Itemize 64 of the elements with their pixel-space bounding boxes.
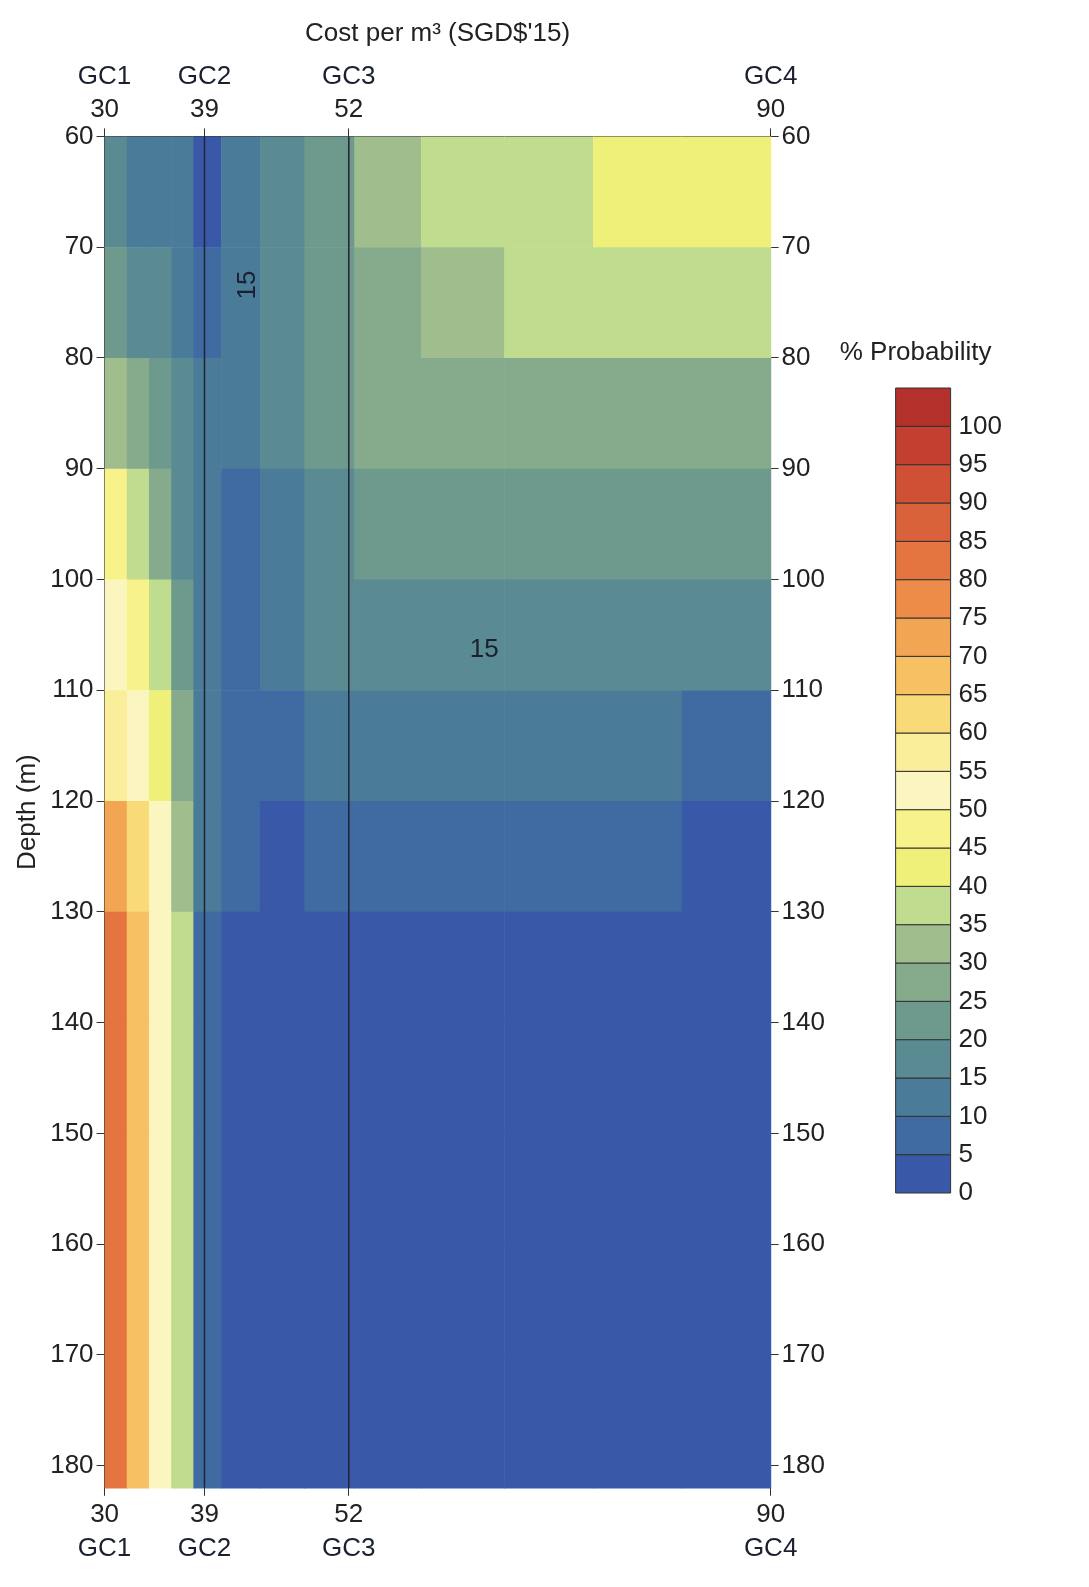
y2-tick-label: 140 [781, 1005, 826, 1036]
x-tick-label: 30 [90, 1497, 120, 1528]
color-bar-label: 50 [958, 792, 988, 823]
y2-tick-label: 170 [781, 1338, 826, 1369]
text: GC2 [177, 59, 232, 90]
text: GC4 [743, 59, 798, 90]
color-bar-label: 45 [958, 831, 988, 862]
text: GC4 [743, 1532, 798, 1563]
y-tick-label: 110 [52, 673, 94, 704]
color-bar-label: 70 [958, 639, 988, 670]
color-bar-label: 90 [958, 486, 988, 517]
y2-tick-label: 70 [781, 230, 811, 261]
color-bar-label: 60 [958, 716, 988, 747]
y-axis-title: Depth (m) [10, 754, 41, 870]
y2-tick-label: 80 [781, 341, 811, 372]
y2-tick-label: 110 [781, 673, 824, 704]
color-bar-label: 25 [958, 984, 988, 1015]
color-bar-label: 100 [958, 409, 1003, 440]
color-bar-label: 35 [958, 907, 988, 938]
color-bar-label: 5 [958, 1137, 974, 1168]
color-bar-label: 55 [958, 754, 988, 785]
x-tick-label: 52 [334, 1497, 364, 1528]
x-tick-label: 39 [190, 1497, 219, 1528]
y-tick-label: 170 [50, 1338, 94, 1369]
color-bar-label: 80 [958, 562, 988, 593]
color-bar-title: % Probability [839, 336, 992, 367]
color-bar-label: 10 [958, 1099, 988, 1130]
annotation: 15 [230, 270, 261, 300]
y2-tick-label: 130 [781, 894, 826, 925]
y-tick-label: 140 [50, 1005, 94, 1036]
y-tick-label: 100 [50, 562, 94, 593]
text: GC2 [177, 1532, 232, 1563]
y2-tick-label: 120 [781, 784, 826, 815]
x2-tick-label: 39 [190, 92, 219, 123]
y2-tick-label: 150 [781, 1116, 826, 1147]
y-tick-label: 180 [50, 1448, 94, 1479]
y2-tick-label: 90 [781, 451, 811, 482]
color-bar-label: 0 [958, 1176, 974, 1207]
color-bar-label: 75 [958, 601, 988, 632]
y2-tick-label: 180 [781, 1448, 826, 1479]
color-bar-label: 95 [958, 447, 988, 478]
y-tick-label: 130 [50, 894, 94, 925]
y2-tick-label: 160 [781, 1227, 826, 1258]
color-bar-label: 15 [958, 1061, 988, 1092]
color-bar-label: 30 [958, 946, 988, 977]
text: GC1 [77, 1532, 132, 1563]
text: GC3 [322, 1532, 376, 1563]
x2-tick-label: 52 [334, 92, 364, 123]
y-tick-label: 80 [64, 341, 94, 372]
text: GC1 [77, 59, 132, 90]
text: GC3 [322, 59, 376, 90]
y2-tick-label: 100 [781, 562, 826, 593]
x2-axis-title: Cost per m³ (SGD$'15) [305, 16, 571, 47]
color-bar-label: 40 [958, 869, 988, 900]
color-bar-label: 85 [958, 524, 988, 555]
y-tick-label: 90 [64, 451, 94, 482]
color-bar-label: 65 [958, 677, 988, 708]
y-tick-label: 150 [50, 1116, 94, 1147]
y-tick-label: 120 [50, 784, 94, 815]
x-tick-label: 90 [756, 1497, 786, 1528]
annotation: 15 [469, 633, 499, 664]
color-bar-label: 20 [958, 1022, 988, 1053]
y-tick-label: 160 [50, 1227, 94, 1258]
y-tick-label: 70 [64, 230, 94, 261]
